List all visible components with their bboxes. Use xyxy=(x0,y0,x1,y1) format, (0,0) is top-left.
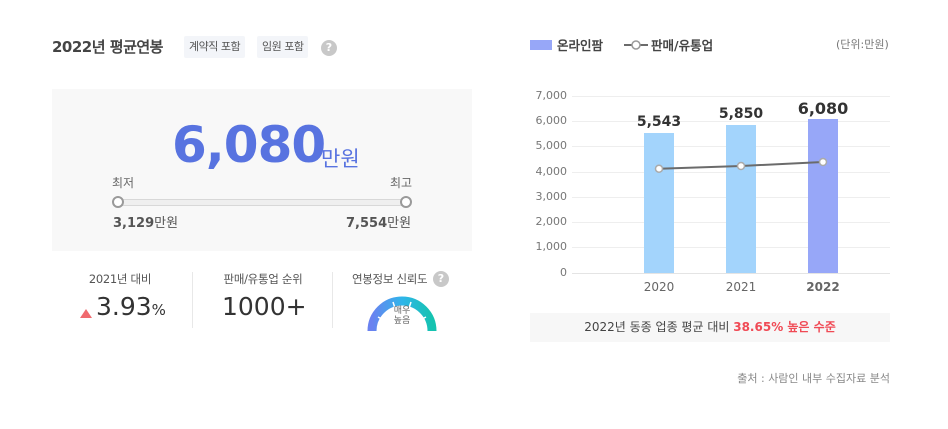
y-tick: 5,000 xyxy=(535,139,568,152)
gauge-text-line1: 매우 xyxy=(393,306,411,316)
industry-rank-label: 판매/유통업 순위 xyxy=(223,272,303,286)
salary-card xyxy=(52,89,472,251)
legend-line-marker-icon xyxy=(624,40,648,50)
bar-value-2022: 6,080 xyxy=(797,99,849,118)
max-label: 최고 xyxy=(390,176,413,190)
page-title: 2022년 평균연봉 xyxy=(52,38,163,56)
tag-executive-included: 임원 포함 xyxy=(257,36,309,58)
unit-note: (단위:만원) xyxy=(836,38,889,51)
x-axis-line xyxy=(572,273,890,274)
x-tick-2021: 2021 xyxy=(725,280,757,294)
max-salary: 7,554만원 xyxy=(346,212,411,231)
y-tick: 0 xyxy=(560,266,567,279)
reliability-gauge-icon xyxy=(367,296,437,332)
x-tick-2020: 2020 xyxy=(643,280,675,294)
y-tick: 4,000 xyxy=(535,165,568,178)
y-tick: 7,000 xyxy=(535,89,568,102)
yoy-change-value: 3.93% xyxy=(96,292,166,321)
comparison-summary: 2022년 동종 업종 평균 대비 38.65% 높은 수준 xyxy=(530,313,890,342)
average-salary-value: 6,080 xyxy=(172,116,326,174)
max-salary-value: 7,554 xyxy=(346,216,388,231)
min-marker xyxy=(112,196,124,208)
bar-2021[interactable] xyxy=(726,125,756,273)
bar-2020[interactable] xyxy=(644,133,674,273)
salary-range-track xyxy=(118,199,408,206)
min-label: 최저 xyxy=(112,176,135,190)
min-salary: 3,129만원 xyxy=(113,212,178,231)
max-salary-unit: 만원 xyxy=(387,216,412,231)
min-salary-value: 3,129 xyxy=(113,216,155,231)
yoy-change-label: 2021년 대비 xyxy=(88,272,152,286)
y-tick: 3,000 xyxy=(535,190,568,203)
min-salary-unit: 만원 xyxy=(154,216,179,231)
gridline xyxy=(572,121,890,122)
reliability-help-icon[interactable]: ? xyxy=(433,271,449,287)
gauge-text-line2: 높음 xyxy=(393,316,411,326)
help-icon[interactable]: ? xyxy=(321,40,337,56)
yoy-change-number: 3.93 xyxy=(96,292,152,321)
x-tick-2022: 2022 xyxy=(806,280,840,294)
triangle-up-icon xyxy=(80,309,92,318)
y-tick: 2,000 xyxy=(535,215,568,228)
divider xyxy=(332,272,333,328)
bar-2022[interactable] xyxy=(808,119,838,273)
legend-bar-label: 온라인팜 xyxy=(557,38,604,53)
divider xyxy=(192,272,193,328)
summary-highlight: 38.65% 높은 수준 xyxy=(733,320,836,334)
industry-rank-value: 1000+ xyxy=(222,292,307,321)
summary-text: 2022년 동종 업종 평균 대비 xyxy=(584,320,734,334)
bar-value-2020: 5,543 xyxy=(636,114,682,130)
average-salary-unit: 만원 xyxy=(321,147,360,171)
y-tick: 6,000 xyxy=(535,114,568,127)
bar-value-2021: 5,850 xyxy=(718,106,764,122)
reliability-gauge-text: 매우 높음 xyxy=(386,306,418,326)
reliability-label: 연봉정보 신뢰도 xyxy=(352,272,428,286)
yoy-change-unit: % xyxy=(151,301,166,319)
legend-bar-swatch xyxy=(530,40,552,50)
gridline xyxy=(572,96,890,97)
max-marker xyxy=(400,196,412,208)
tag-contract-included: 계약직 포함 xyxy=(184,36,246,58)
data-source: 출처 : 사람인 내부 수집자료 분석 xyxy=(737,372,890,385)
legend-line-label: 판매/유통업 xyxy=(651,38,714,53)
y-tick: 1,000 xyxy=(535,240,568,253)
